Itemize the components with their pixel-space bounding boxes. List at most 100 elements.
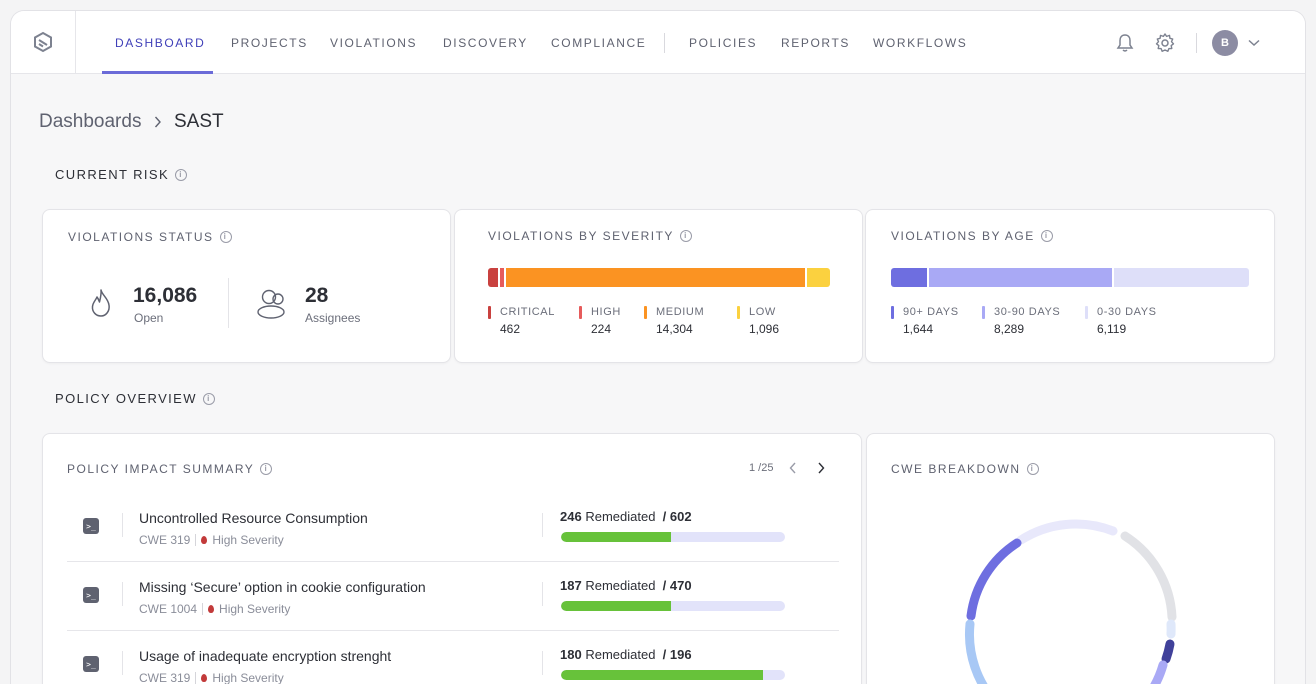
terminal-icon: >_ (83, 518, 99, 534)
account-menu-button[interactable] (1242, 31, 1266, 55)
next-page-button[interactable] (813, 460, 829, 476)
remediation-progress-bar (561, 601, 785, 611)
legend-swatch (644, 306, 647, 319)
current-risk-heading: CURRENT RISK i (55, 167, 188, 182)
avatar[interactable]: B (1212, 30, 1238, 56)
remediated-label: Remediated (585, 647, 656, 662)
donut-segment (1150, 660, 1168, 684)
info-icon[interactable]: i (219, 231, 232, 243)
policy-title[interactable]: Missing ‘Secure’ option in cookie config… (139, 579, 426, 595)
info-icon[interactable]: i (175, 168, 188, 181)
legend-swatch (982, 306, 985, 319)
chevron-right-icon (154, 116, 161, 128)
remediation-progress-bar (561, 670, 785, 680)
row-divider-vertical (542, 651, 543, 675)
top-navigation: DASHBOARD PROJECTS VIOLATIONS DISCOVERY … (11, 11, 1305, 74)
bar-segment-high[interactable] (499, 268, 505, 287)
severity-icon (201, 674, 208, 682)
cwe-breakdown-card: CWE BREAKDOWN i (866, 433, 1275, 684)
info-icon[interactable]: i (1026, 463, 1039, 475)
donut-segment (1161, 639, 1175, 664)
policy-meta: CWE 319 High Severity (139, 533, 284, 547)
legend-label: 90+ DAYS (903, 306, 959, 318)
pager-indicator: 1 /25 (749, 462, 774, 474)
remediated-summary: 180 Remediated / 196 (560, 647, 692, 662)
info-icon[interactable]: i (202, 392, 215, 405)
row-separator (67, 630, 839, 631)
legend-value: 462 (500, 322, 521, 336)
severity-label: High Severity (219, 602, 291, 616)
severity-icon (208, 605, 215, 613)
row-divider-vertical (542, 582, 543, 606)
legend-label: 0-30 DAYS (1097, 306, 1157, 318)
remediated-count: 180 (560, 647, 582, 662)
remediated-count: 187 (560, 578, 582, 593)
breadcrumb-parent[interactable]: Dashboards (39, 111, 142, 132)
policy-meta: CWE 319 High Severity (139, 671, 284, 684)
legend-label: CRITICAL (500, 306, 555, 318)
meta-divider (195, 672, 197, 684)
legend-swatch (1085, 306, 1088, 319)
bar-segment-90-days[interactable] (891, 268, 928, 287)
progress-fill (561, 532, 671, 542)
nav-dashboard[interactable]: DASHBOARD (115, 36, 206, 50)
info-icon[interactable]: i (679, 230, 692, 242)
assignees-count: 28 (305, 284, 329, 307)
cwe-id: CWE 1004 (139, 602, 198, 616)
violations-status-card: VIOLATIONS STATUS i 16,086 Open 28 Assig… (42, 209, 451, 363)
legend-swatch (488, 306, 491, 319)
severity-label: High Severity (212, 533, 284, 547)
notifications-button[interactable] (1113, 31, 1137, 55)
remediated-count: 246 (560, 509, 582, 524)
info-icon[interactable]: i (1040, 230, 1053, 242)
policy-title[interactable]: Uncontrolled Resource Consumption (139, 510, 368, 526)
active-tab-indicator (102, 71, 213, 74)
legend-swatch (579, 306, 582, 319)
policy-meta: CWE 1004 High Severity (139, 602, 290, 616)
info-icon[interactable]: i (260, 463, 273, 475)
remediation-progress-bar (561, 532, 785, 542)
terminal-icon: >_ (83, 587, 99, 603)
nav-violations[interactable]: VIOLATIONS (330, 36, 418, 50)
cwe-id: CWE 319 (139, 671, 191, 684)
previous-page-button[interactable] (785, 460, 801, 476)
bar-segment-critical[interactable] (488, 268, 498, 287)
remediated-label: Remediated (585, 578, 656, 593)
bar-segment-0-30-days[interactable] (1114, 268, 1249, 287)
chevron-down-icon (1248, 39, 1260, 47)
policy-title[interactable]: Usage of inadequate encryption strenght (139, 648, 392, 664)
bell-icon (1116, 34, 1134, 52)
severity-label: High Severity (212, 671, 284, 684)
logo-icon (34, 31, 52, 52)
nav-projects[interactable]: PROJECTS (231, 36, 308, 50)
severity-icon (201, 536, 208, 544)
gear-icon (1155, 33, 1175, 52)
cwe-breakdown-title: CWE BREAKDOWN (891, 462, 1021, 476)
legend-swatch (737, 306, 740, 319)
nav-workflows[interactable]: WORKFLOWS (873, 36, 968, 50)
bar-segment-30-90-days[interactable] (929, 268, 1113, 287)
row-divider-vertical (122, 513, 123, 537)
row-divider-vertical (122, 651, 123, 675)
assignees-label: Assignees (305, 311, 361, 325)
bar-segment-medium[interactable] (506, 268, 806, 287)
logo[interactable] (11, 11, 76, 74)
settings-button[interactable] (1153, 31, 1177, 55)
bar-segment-low[interactable] (807, 268, 830, 287)
nav-compliance[interactable]: COMPLIANCE (551, 36, 647, 50)
toolbar-divider (1196, 33, 1197, 53)
cwe-breakdown-heading: CWE BREAKDOWN i (891, 462, 1039, 476)
violations-status-heading: VIOLATIONS STATUS i (68, 230, 232, 244)
current-risk-title: CURRENT RISK (55, 167, 170, 182)
policy-overview-heading: POLICY OVERVIEW i (55, 391, 215, 406)
legend-value: 224 (591, 322, 612, 336)
violations-by-age-card: VIOLATIONS BY AGE i 90+ DAYS 1,644 30-90 D… (865, 209, 1275, 363)
cwe-donut-chart[interactable] (957, 504, 1187, 684)
age-title: VIOLATIONS BY AGE (891, 229, 1035, 243)
nav-policies[interactable]: POLICIES (689, 36, 758, 50)
nav-discovery[interactable]: DISCOVERY (443, 36, 528, 50)
progress-fill (561, 670, 763, 680)
nav-reports[interactable]: REPORTS (781, 36, 850, 50)
cwe-id: CWE 319 (139, 533, 191, 547)
impact-summary-title: POLICY IMPACT SUMMARY (67, 462, 255, 476)
